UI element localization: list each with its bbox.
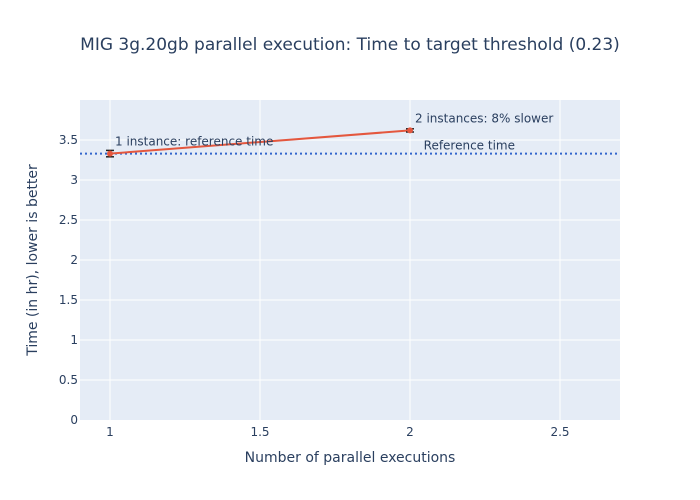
y-tick-label: 2 — [70, 253, 78, 267]
y-tick-label: 1 — [70, 333, 78, 347]
tick-labels: 1 1.5 2 2.5 0 0.5 1 1.5 2 2.5 3 3.5 — [59, 133, 570, 439]
y-tick-label: 2.5 — [59, 213, 78, 227]
point-annotation: 1 instance: reference time — [115, 135, 273, 149]
x-tick-label: 2 — [406, 425, 414, 439]
point-annotation: 2 instances: 8% slower — [415, 111, 553, 125]
data-point — [107, 150, 113, 157]
annotation-layer: 1 instance: reference time 2 instances: 8… — [115, 111, 553, 148]
y-tick-label: 3 — [70, 173, 78, 187]
y-tick-label: 0.5 — [59, 373, 78, 387]
series-line — [109, 129, 411, 155]
y-tick-label: 0 — [70, 413, 78, 427]
x-tick-label: 1 — [106, 425, 114, 439]
y-axis-title: Time (in hr), lower is better — [25, 164, 41, 357]
reference-layer: Reference time — [80, 139, 620, 155]
reference-line-label: Reference time — [424, 139, 515, 153]
y-tick-label: 1.5 — [59, 293, 78, 307]
x-tick-label: 1.5 — [250, 425, 269, 439]
series-layer — [106, 127, 414, 158]
x-axis-title: Number of parallel executions — [245, 450, 456, 466]
data-point — [407, 127, 413, 134]
x-tick-label: 2.5 — [550, 425, 569, 439]
y-tick-label: 3.5 — [59, 133, 78, 147]
chart-title: MIG 3g.20gb parallel execution: Time to … — [80, 35, 620, 55]
